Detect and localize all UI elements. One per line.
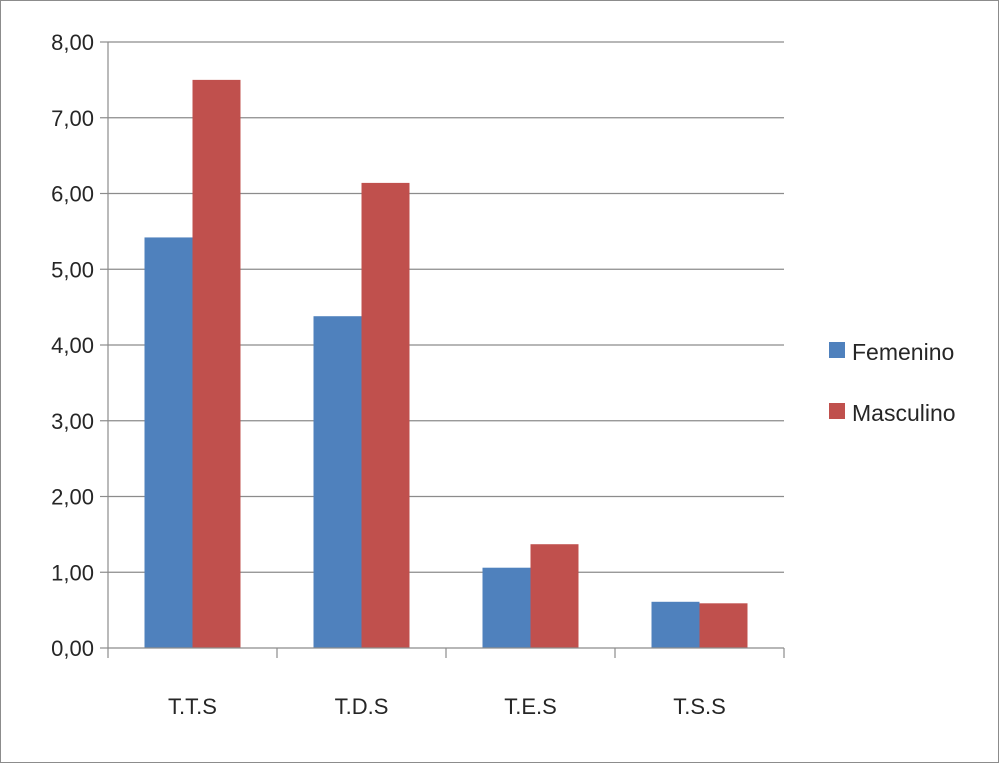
bar-femenino-tss xyxy=(651,601,700,648)
bars xyxy=(144,79,748,648)
legend-label-masculino: Masculino xyxy=(852,400,956,426)
bar-masculino-tds xyxy=(361,182,410,648)
y-tick-label: 8,00 xyxy=(51,30,94,55)
y-tick-label: 6,00 xyxy=(51,182,94,207)
bar-femenino-tes xyxy=(482,567,531,648)
x-tick-label: T.D.S xyxy=(335,694,389,719)
y-tick-label: 5,00 xyxy=(51,257,94,282)
y-tick-label: 4,00 xyxy=(51,333,94,358)
x-tick-label: T.S.S xyxy=(673,694,726,719)
bar-masculino-tes xyxy=(530,544,579,648)
y-tick-label: 3,00 xyxy=(51,409,94,434)
bar-femenino-tds xyxy=(313,316,362,648)
x-tick-label: T.T.S xyxy=(168,694,217,719)
bar-masculino-tts xyxy=(192,79,241,648)
legend-swatch-masculino xyxy=(829,403,845,419)
legend: Femenino Masculino xyxy=(829,339,956,426)
y-tick-label: 1,00 xyxy=(51,560,94,585)
x-tick-label: T.E.S xyxy=(504,694,557,719)
y-tick-label: 2,00 xyxy=(51,485,94,510)
x-axis-tick-labels: T.T.S T.D.S T.E.S T.S.S xyxy=(168,694,726,719)
legend-label-femenino: Femenino xyxy=(852,339,954,365)
bar-femenino-tts xyxy=(144,237,193,648)
y-axis-tick-labels: 0,00 1,00 2,00 3,00 4,00 5,00 6,00 7,00 8,00 xyxy=(51,30,94,661)
y-tick-label: 7,00 xyxy=(51,106,94,131)
y-tick-label: 0,00 xyxy=(51,636,94,661)
legend-swatch-femenino xyxy=(829,342,845,358)
bar-masculino-tss xyxy=(699,603,748,648)
axes xyxy=(107,42,785,658)
